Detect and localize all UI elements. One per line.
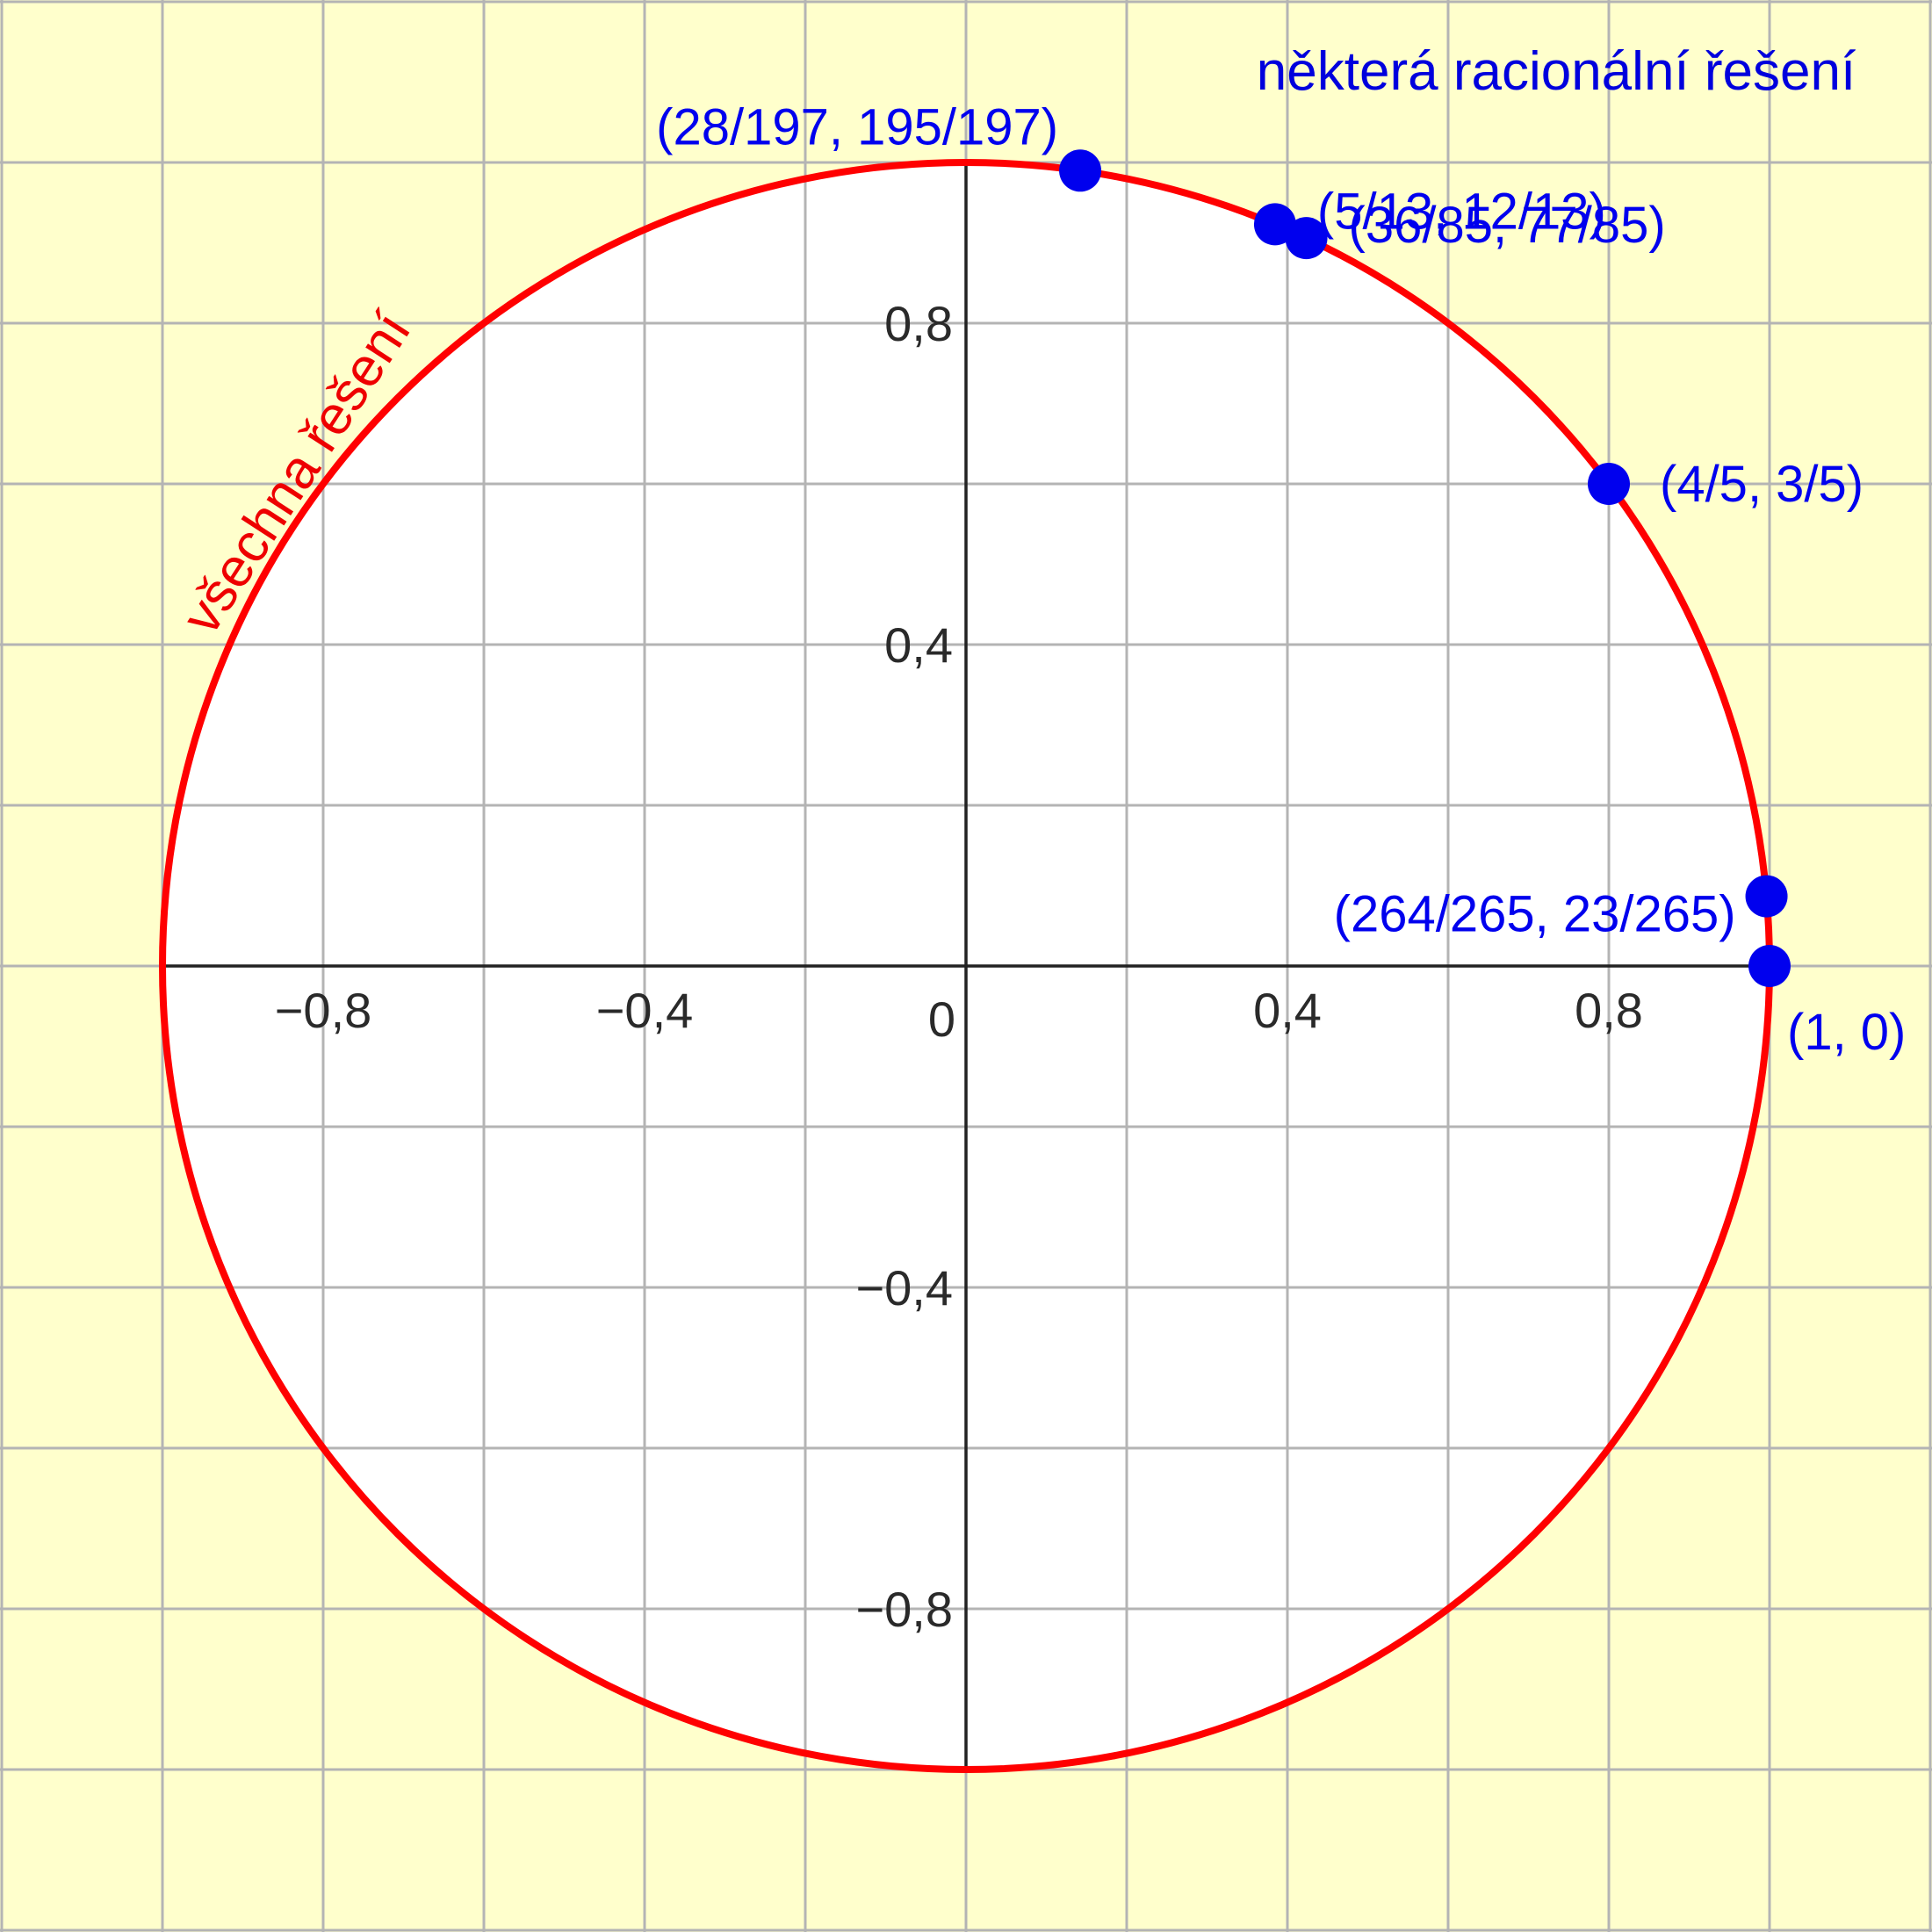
y-tick-label: −0,8 bbox=[855, 1582, 953, 1637]
y-tick-label: −0,4 bbox=[855, 1260, 953, 1316]
x-tick-label: 0,4 bbox=[1253, 983, 1322, 1038]
point-label: (28/197, 195/197) bbox=[656, 98, 1058, 155]
axes bbox=[162, 162, 1770, 1770]
chart-title: některá racionální řešení bbox=[1257, 41, 1856, 102]
rational-points bbox=[1059, 149, 1791, 987]
point-label: (264/265, 23/265) bbox=[1334, 886, 1736, 943]
rational-point bbox=[1285, 217, 1328, 260]
y-tick-label: 0,4 bbox=[884, 617, 953, 673]
x-tick-label: 0 bbox=[928, 991, 955, 1047]
y-tick-label: 0,8 bbox=[884, 296, 953, 351]
rational-point bbox=[1059, 149, 1102, 192]
point-labels: (28/197, 195/197) (5/13, 12/13)(36/85, 77… bbox=[656, 98, 1906, 1061]
rational-point bbox=[1588, 463, 1630, 505]
rational-point bbox=[1748, 945, 1791, 987]
point-label: (5/13, 12/13) bbox=[1317, 183, 1606, 240]
rational-point bbox=[1745, 875, 1788, 918]
point-label: (36/85, 77/85) bbox=[1349, 197, 1666, 254]
x-tick-label: −0,8 bbox=[275, 983, 372, 1038]
x-tick-label: 0,8 bbox=[1575, 983, 1643, 1038]
tick-labels: −0,8 −0,4 0 0,4 0,8 0,8 0,4 −0,4 −0,8 bbox=[275, 296, 1643, 1637]
point-label: (1, 0) bbox=[1787, 1004, 1906, 1061]
x-tick-label: −0,4 bbox=[596, 983, 694, 1038]
point-label: (4/5, 3/5) bbox=[1660, 456, 1864, 513]
